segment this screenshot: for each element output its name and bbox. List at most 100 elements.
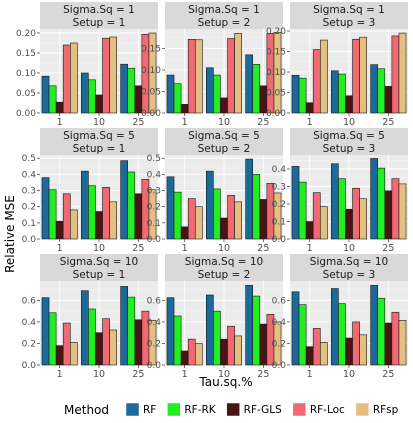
bar <box>220 97 228 114</box>
bar <box>81 290 89 366</box>
x-tick-label: 1 <box>307 243 313 254</box>
bar <box>312 192 321 240</box>
y-tick-label: 0.2 <box>22 339 36 349</box>
bar <box>102 318 110 366</box>
bar <box>109 36 118 114</box>
y-tick-label: 0.6 <box>22 296 37 306</box>
legend-label: RF-Loc <box>310 404 345 416</box>
bar <box>213 188 221 240</box>
y-tick-label: 0.5 <box>22 154 36 164</box>
x-axis-title: Tau.sq.% <box>198 375 252 389</box>
x-tick-label: 10 <box>218 369 230 380</box>
y-tick-label: 0.4 <box>147 318 162 328</box>
facet-strip-label: Sigma.Sq = 1 <box>313 4 385 16</box>
y-tick-label: 0.15 <box>266 48 286 58</box>
bar <box>352 187 360 240</box>
bar <box>62 322 71 366</box>
bar <box>120 286 129 366</box>
bar <box>194 39 203 114</box>
bar <box>194 343 203 366</box>
y-tick-label: 0.5 <box>147 154 161 164</box>
bar <box>227 38 235 114</box>
facet-strip-label: Sigma.Sq = 1 <box>63 4 135 16</box>
facet-strip <box>165 2 283 29</box>
bar <box>127 296 136 366</box>
x-tick-label: 10 <box>218 243 230 254</box>
bar <box>102 37 110 114</box>
facet-strip-label: Sigma.Sq = 1 <box>188 4 260 16</box>
bar <box>166 74 175 114</box>
x-tick-label: 10 <box>93 243 105 254</box>
bar <box>319 39 328 114</box>
bar <box>95 332 103 366</box>
bar <box>69 209 78 240</box>
bar <box>134 193 143 240</box>
y-tick-label: 0.4 <box>22 170 37 180</box>
x-tick-label: 25 <box>257 117 269 128</box>
bar <box>234 335 242 366</box>
x-tick-label: 25 <box>257 243 269 254</box>
bar <box>127 67 136 114</box>
bar <box>312 49 321 114</box>
bar <box>220 217 228 240</box>
facet-strip-label: Sigma.Sq = 10 <box>185 256 263 268</box>
y-tick-label: 0.10 <box>16 69 36 79</box>
bar <box>298 77 307 114</box>
y-tick-label: 0.15 <box>16 49 36 59</box>
bar <box>102 187 110 240</box>
x-tick-label: 1 <box>57 369 63 380</box>
y-tick-label: 0.1 <box>272 218 286 228</box>
bar <box>398 320 407 366</box>
bar <box>55 220 64 240</box>
y-tick-label: 0.1 <box>22 219 36 229</box>
bar <box>194 206 203 240</box>
bar <box>298 304 307 366</box>
bar <box>55 345 64 366</box>
y-tick-label: 0.10 <box>266 68 286 78</box>
bar <box>338 303 346 366</box>
bar <box>305 346 314 366</box>
bar <box>227 195 235 240</box>
bar <box>180 350 189 366</box>
facet-strip-label: Setup = 2 <box>198 269 251 281</box>
bar <box>330 163 339 240</box>
bar <box>234 201 242 240</box>
y-tick-label: 0.3 <box>272 183 286 193</box>
bar <box>319 342 328 366</box>
bar <box>148 189 157 240</box>
y-tick-label: 0.05 <box>16 89 36 99</box>
bar <box>245 158 254 240</box>
bar <box>377 167 386 240</box>
bar <box>305 221 314 240</box>
legend-key <box>226 402 240 417</box>
bar <box>88 79 96 114</box>
y-tick-label: 0.05 <box>141 87 161 97</box>
legend-key <box>355 402 370 417</box>
facet-strip-label: Sigma.Sq = 5 <box>63 130 135 142</box>
bar <box>305 102 314 114</box>
facet-strip-label: Setup = 2 <box>198 17 251 29</box>
bar <box>370 285 379 366</box>
bar <box>259 323 268 366</box>
y-tick-label: 0.20 <box>16 29 36 39</box>
bar <box>359 334 367 366</box>
bar <box>88 185 96 240</box>
legend-label: RFsp <box>373 404 399 416</box>
bar <box>213 310 221 366</box>
y-tick-label: 0.2 <box>272 200 286 210</box>
y-tick-label: 0.6 <box>147 296 162 306</box>
bar <box>41 75 50 114</box>
facet-strip <box>40 128 158 155</box>
bar <box>41 297 50 366</box>
bar <box>298 181 307 240</box>
y-tick-label: 0.1 <box>147 219 161 229</box>
facet-strip <box>40 2 158 29</box>
legend-label: RF-GLS <box>244 404 282 416</box>
bar <box>187 198 196 240</box>
bar <box>109 201 118 240</box>
y-tick-label: 0.0 <box>147 361 162 371</box>
y-tick-label: 0.10 <box>141 66 161 76</box>
